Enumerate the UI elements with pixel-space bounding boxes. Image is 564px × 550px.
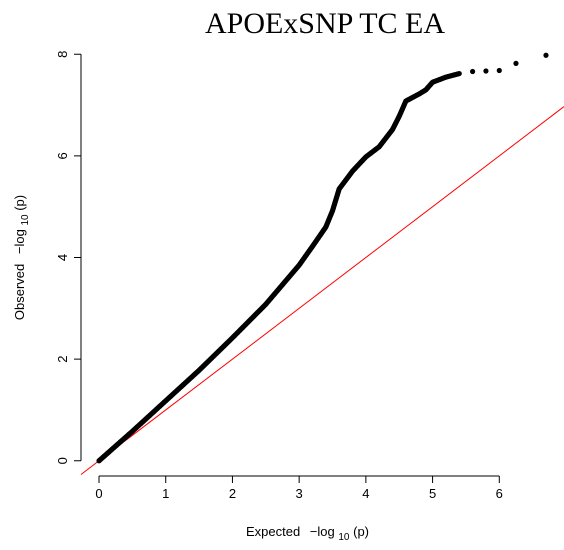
x-axis-label-arg: (p) xyxy=(353,524,369,539)
y-tick-label: 4 xyxy=(55,254,70,261)
x-tick-label: 0 xyxy=(95,486,102,501)
y-axis: 0 2 4 6 8 xyxy=(55,51,81,464)
x-tick-label: 1 xyxy=(162,486,169,501)
x-tick-label: 6 xyxy=(496,486,503,501)
reference-line-group xyxy=(80,106,564,475)
x-tick-label: 4 xyxy=(362,486,369,501)
y-tick-label: 8 xyxy=(55,51,70,58)
y-tick-label: 0 xyxy=(55,457,70,464)
x-axis-label: Expected −log 10 (p) xyxy=(246,524,369,543)
y-axis-label-sub: 10 xyxy=(20,214,31,226)
points-group xyxy=(96,52,549,464)
data-point xyxy=(513,60,519,66)
y-axis-label-prefix: Observed xyxy=(12,264,27,320)
x-tick-label: 3 xyxy=(296,486,303,501)
data-point xyxy=(483,68,489,74)
data-point xyxy=(470,68,476,75)
y-tick-label: 2 xyxy=(55,356,70,363)
y-tick-label: 6 xyxy=(55,152,70,159)
y-axis-label: Observed −log 10 (p) xyxy=(12,195,31,320)
x-tick-label: 5 xyxy=(429,486,436,501)
data-point xyxy=(543,52,549,58)
y-axis-label-func: −log xyxy=(12,229,27,254)
x-axis-label-func: −log xyxy=(310,524,335,539)
x-axis: 0 1 2 3 4 5 6 xyxy=(95,476,503,501)
y-axis-label-arg: (p) xyxy=(12,195,27,211)
chart-title: APOExSNP TC EA xyxy=(205,7,445,40)
data-point xyxy=(455,71,461,77)
x-axis-label-prefix: Expected xyxy=(246,524,300,539)
data-point xyxy=(496,67,502,74)
x-axis-label-sub: 10 xyxy=(338,532,350,543)
reference-line xyxy=(80,106,564,475)
x-tick-label: 2 xyxy=(229,486,236,501)
plot-frame xyxy=(80,54,500,477)
